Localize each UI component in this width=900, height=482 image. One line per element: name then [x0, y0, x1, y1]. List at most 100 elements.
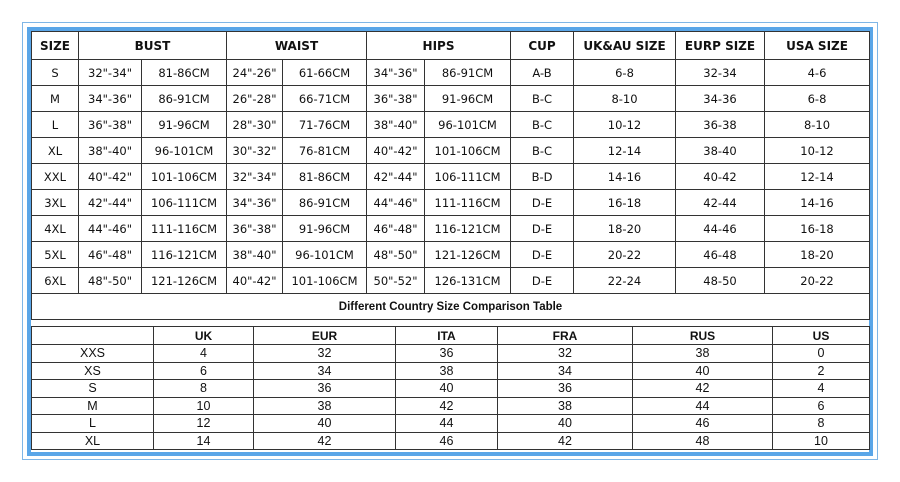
size-cell: 101-106CM — [141, 163, 227, 190]
comparison-cell: 42 — [632, 379, 773, 398]
size-cell: 121-126CM — [423, 241, 512, 268]
size-cell: 20-22 — [573, 241, 677, 268]
size-cell: 66-71CM — [282, 85, 367, 112]
size-cell: XL — [31, 137, 79, 164]
size-cell: 46"-48" — [366, 215, 425, 242]
size-row: 5XL 46"-48" 116-121CM 38"-40" 96-101CM 48"-50… — [31, 241, 871, 268]
size-cell: 81-86CM — [282, 163, 367, 190]
size-row: 4XL 44"-46" 111-116CM 36"-38" 91-96CM 46"-48"… — [31, 215, 871, 242]
size-row: 3XL 42"-44" 106-111CM 34"-36" 86-91CM 44"-46"… — [31, 189, 871, 216]
size-cell: 32-34 — [675, 59, 766, 86]
comparison-row: L 12 40 44 40 46 8 — [31, 414, 870, 433]
comparison-cell: 48 — [632, 431, 773, 450]
size-cell: 8-10 — [764, 111, 871, 138]
size-cell: 101-106CM — [423, 137, 512, 164]
size-cell: 91-96CM — [423, 85, 512, 112]
comparison-cell: L — [31, 414, 154, 433]
size-cell: 34"-36" — [366, 59, 425, 86]
size-cell: 42"-44" — [366, 163, 425, 190]
size-cell: 48-50 — [675, 267, 766, 294]
comparison-cell: 4 — [772, 379, 870, 398]
size-cell: 111-116CM — [141, 215, 227, 242]
header-usa: USA SIZE — [764, 31, 871, 60]
size-cell: 111-116CM — [423, 189, 512, 216]
comparison-cell: 6 — [772, 396, 870, 415]
size-cell: 81-86CM — [141, 59, 227, 86]
size-cell: 36"-38" — [226, 215, 283, 242]
comparison-header-cell — [31, 326, 154, 345]
size-cell: 96-101CM — [141, 137, 227, 164]
comparison-cell: 2 — [772, 361, 870, 380]
outer-frame — [22, 22, 878, 460]
size-table: SIZE BUST WAIST HIPS CUP UK&AU SIZE EURP… — [30, 31, 871, 320]
comparison-cell: XXS — [31, 344, 154, 363]
size-cell: 106-111CM — [423, 163, 512, 190]
size-cell: 116-121CM — [141, 241, 227, 268]
size-cell: 32"-34" — [226, 163, 283, 190]
size-cell: 5XL — [31, 241, 79, 268]
comparison-cell: 8 — [772, 414, 870, 433]
size-cell: 71-76CM — [282, 111, 367, 138]
comparison-row: S 8 36 40 36 42 4 — [31, 379, 870, 398]
size-cell: 38-40 — [675, 137, 766, 164]
size-cell: 6-8 — [573, 59, 677, 86]
comparison-cell: 42 — [497, 431, 633, 450]
size-cell: 14-16 — [573, 163, 677, 190]
comparison-cell: 40 — [395, 379, 498, 398]
comparison-cell: 8 — [153, 379, 254, 398]
size-cell: 61-66CM — [282, 59, 367, 86]
comparison-header-cell: ITA — [395, 326, 498, 345]
comparison-cell: 42 — [253, 431, 396, 450]
comparison-cell: 32 — [497, 344, 633, 363]
comparison-row: XL 14 42 46 42 48 10 — [31, 431, 870, 450]
comparison-table-header: UK EUR ITA FRA RUS US — [31, 326, 870, 345]
size-cell: 46"-48" — [78, 241, 142, 268]
size-row: XXL 40"-42" 101-106CM 32"-34" 81-86CM 42"-44"… — [31, 163, 871, 190]
size-cell: 48"-50" — [78, 267, 142, 294]
comparison-row: XS 6 34 38 34 40 2 — [31, 361, 870, 380]
header-uk-au: UK&AU SIZE — [573, 31, 677, 60]
size-cell: 16-18 — [764, 215, 871, 242]
size-cell: 10-12 — [764, 137, 871, 164]
size-cell: 8-10 — [573, 85, 677, 112]
size-cell: 38"-40" — [78, 137, 142, 164]
size-cell: 91-96CM — [141, 111, 227, 138]
size-cell: 101-106CM — [282, 267, 367, 294]
comparison-cell: 36 — [497, 379, 633, 398]
comparison-cell: 34 — [253, 361, 396, 380]
comparison-cell: 10 — [153, 396, 254, 415]
size-cell: L — [31, 111, 79, 138]
size-cell: 16-18 — [573, 189, 677, 216]
comparison-cell: 44 — [395, 414, 498, 433]
size-cell: XXL — [31, 163, 79, 190]
comparison-table: UK EUR ITA FRA RUS US XXS 4 32 36 32 38 0 XS 6 34 38 34 4… — [31, 326, 870, 450]
size-cell: 96-101CM — [423, 111, 512, 138]
comparison-cell: 40 — [253, 414, 396, 433]
comparison-cell: 46 — [632, 414, 773, 433]
size-cell: 106-111CM — [141, 189, 227, 216]
size-cell: B-C — [510, 111, 575, 138]
size-row: 6XL 48"-50" 121-126CM 40"-42" 101-106CM 50"-5… — [31, 267, 871, 294]
size-cell: 14-16 — [764, 189, 871, 216]
size-cell: 42"-44" — [78, 189, 142, 216]
size-cell: 86-91CM — [423, 59, 512, 86]
comparison-header-cell: RUS — [632, 326, 773, 345]
comparison-cell: 10 — [772, 431, 870, 450]
size-cell: 42-44 — [675, 189, 766, 216]
header-waist: WAIST — [226, 31, 367, 60]
size-row: L 36"-38" 91-96CM 28"-30" 71-76CM 38"-40" 96-1… — [31, 111, 871, 138]
comparison-cell: 32 — [253, 344, 396, 363]
size-cell: 36-38 — [675, 111, 766, 138]
comparison-cell: 38 — [253, 396, 396, 415]
size-cell: 44"-46" — [366, 189, 425, 216]
comparison-cell: 4 — [153, 344, 254, 363]
size-cell: 96-101CM — [282, 241, 367, 268]
comparison-cell: 38 — [632, 344, 773, 363]
size-cell: 26"-28" — [226, 85, 283, 112]
size-cell: 40-42 — [675, 163, 766, 190]
comparison-row: XXS 4 32 36 32 38 0 — [31, 344, 870, 363]
size-cell: 86-91CM — [141, 85, 227, 112]
size-cell: 30"-32" — [226, 137, 283, 164]
size-cell: 6-8 — [764, 85, 871, 112]
comparison-cell: 0 — [772, 344, 870, 363]
